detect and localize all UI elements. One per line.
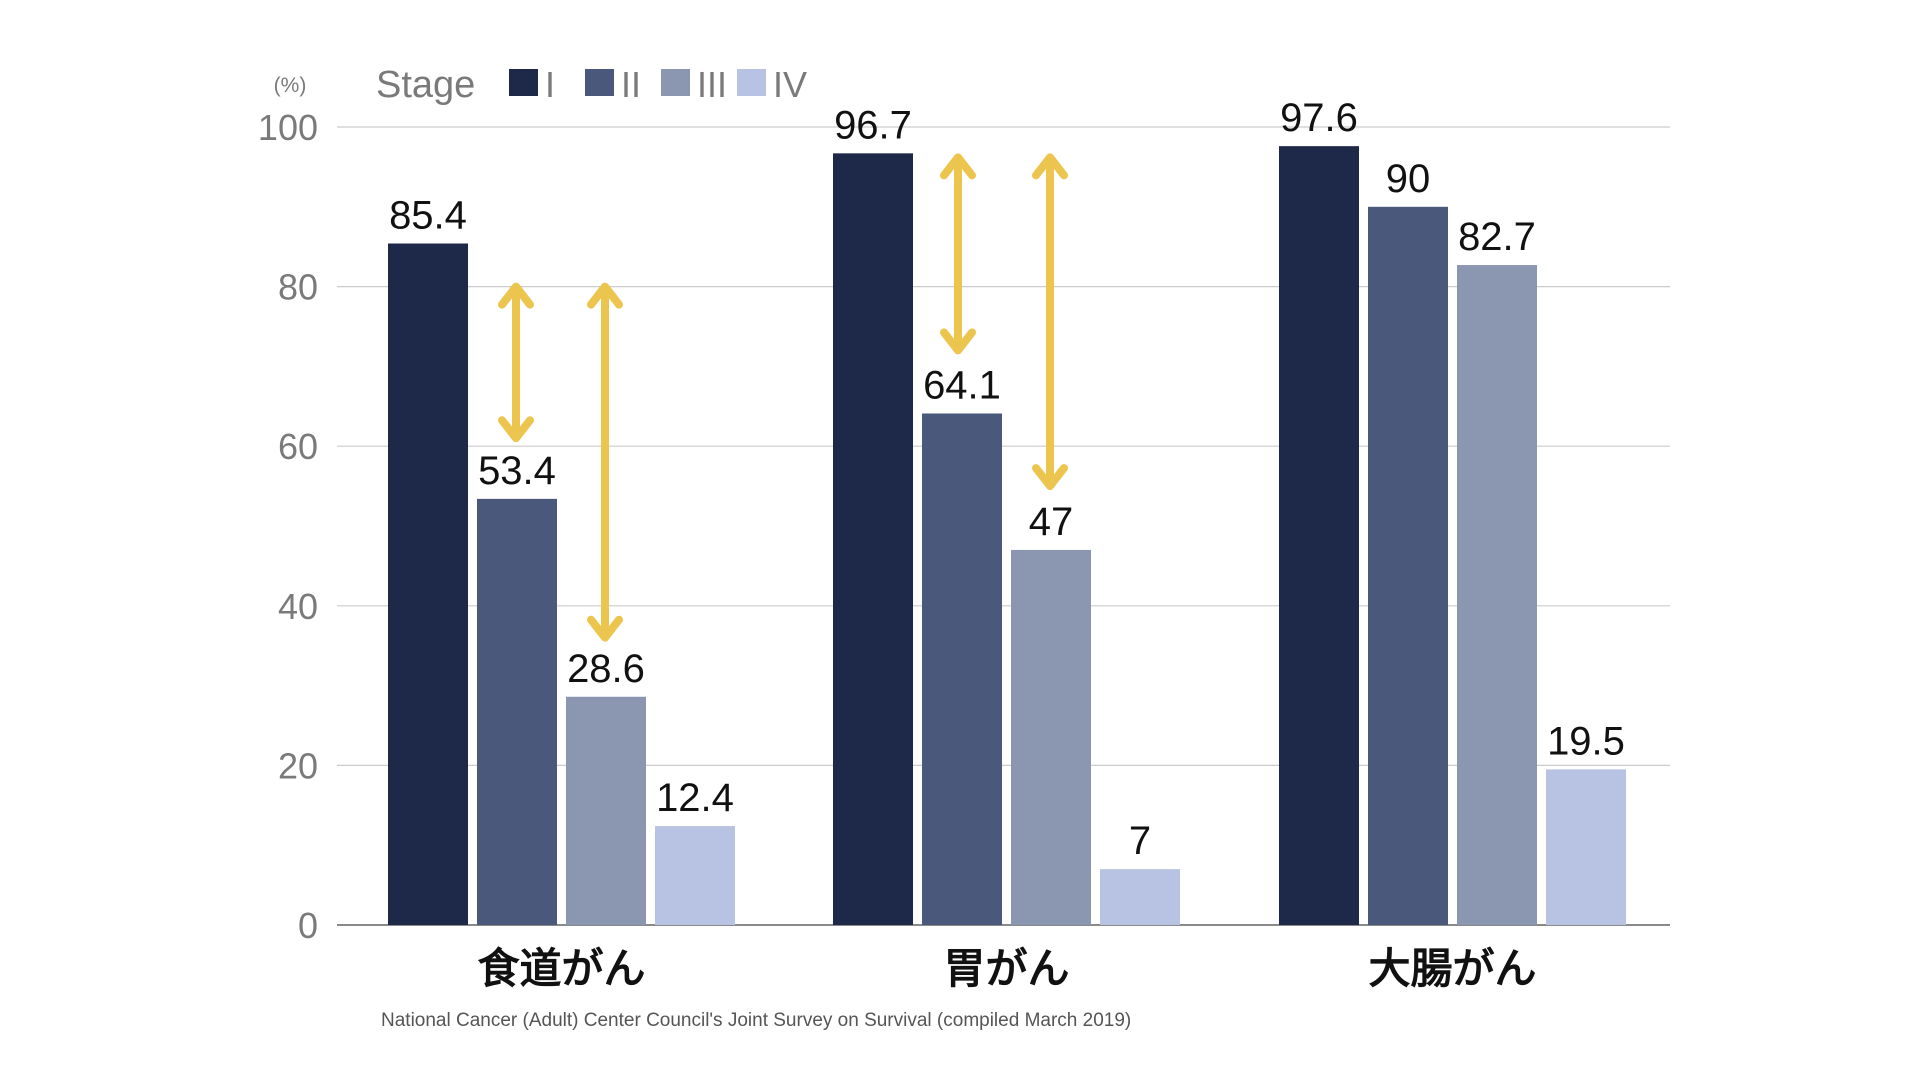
bar <box>477 498 557 925</box>
legend-title: Stage <box>376 64 475 106</box>
arrow-head-up <box>587 282 623 309</box>
data-label: 97.6 <box>1280 96 1358 140</box>
y-tick-label: 0 <box>298 905 318 946</box>
data-label: 85.4 <box>389 194 467 238</box>
bar <box>922 413 1002 925</box>
y-tick-label: 100 <box>258 107 318 148</box>
data-label: 28.6 <box>567 647 645 691</box>
arrow-head-up <box>1032 153 1068 180</box>
data-label: 47 <box>1029 500 1074 544</box>
labels-layer: 0 20 40 60 80 100 85.4 53.4 28.6 12.4 食道がん 96.7 64.1… <box>258 96 1625 993</box>
y-tick-label: 40 <box>278 586 318 627</box>
legend-label: I <box>545 64 555 105</box>
arrow-head-down <box>940 328 976 355</box>
bar <box>1279 146 1359 926</box>
y-unit-label: (%) <box>274 74 307 97</box>
legend-swatch <box>585 69 614 96</box>
legend-swatch <box>661 69 690 96</box>
source-footnote: National Cancer (Adult) Center Council's… <box>381 1010 1132 1031</box>
bar <box>1457 265 1537 926</box>
y-tick-label: 20 <box>278 745 318 786</box>
double-arrow-annotation <box>1032 153 1068 491</box>
arrows-layer <box>498 153 1068 642</box>
arrow-head-down <box>587 615 623 642</box>
data-label: 7 <box>1129 819 1151 863</box>
legend-label: II <box>621 64 641 105</box>
arrow-head-up <box>940 153 976 180</box>
bar <box>655 826 735 925</box>
arrow-head-down <box>1032 464 1068 491</box>
data-label: 12.4 <box>656 776 734 820</box>
legend-swatch <box>737 69 766 96</box>
bars-layer <box>388 146 1626 926</box>
x-category-label: 胃がん <box>943 944 1069 993</box>
bar <box>1368 206 1448 926</box>
bar <box>833 153 913 926</box>
x-category-label: 食道がん <box>477 944 645 993</box>
double-arrow-annotation <box>587 282 623 642</box>
legend-label: III <box>697 64 727 105</box>
legend: (%) Stage I II III IV <box>274 64 807 106</box>
data-label: 53.4 <box>478 449 556 493</box>
bar <box>566 696 646 925</box>
data-label: 82.7 <box>1458 215 1536 259</box>
bar <box>388 243 468 925</box>
double-arrow-annotation <box>498 282 534 443</box>
y-tick-label: 60 <box>278 426 318 467</box>
y-tick-label: 80 <box>278 267 318 308</box>
legend-swatch <box>509 69 538 96</box>
bar <box>1546 769 1626 925</box>
data-label: 96.7 <box>834 103 912 147</box>
arrow-head-down <box>498 416 534 443</box>
double-arrow-annotation <box>940 153 976 355</box>
data-label: 90 <box>1386 157 1431 201</box>
x-category-label: 大腸がん <box>1368 944 1536 993</box>
bar <box>1011 549 1091 925</box>
arrow-head-up <box>498 282 534 309</box>
data-label: 64.1 <box>923 363 1001 407</box>
legend-label: IV <box>773 64 807 105</box>
data-label: 19.5 <box>1547 719 1625 763</box>
bar <box>1100 869 1180 925</box>
